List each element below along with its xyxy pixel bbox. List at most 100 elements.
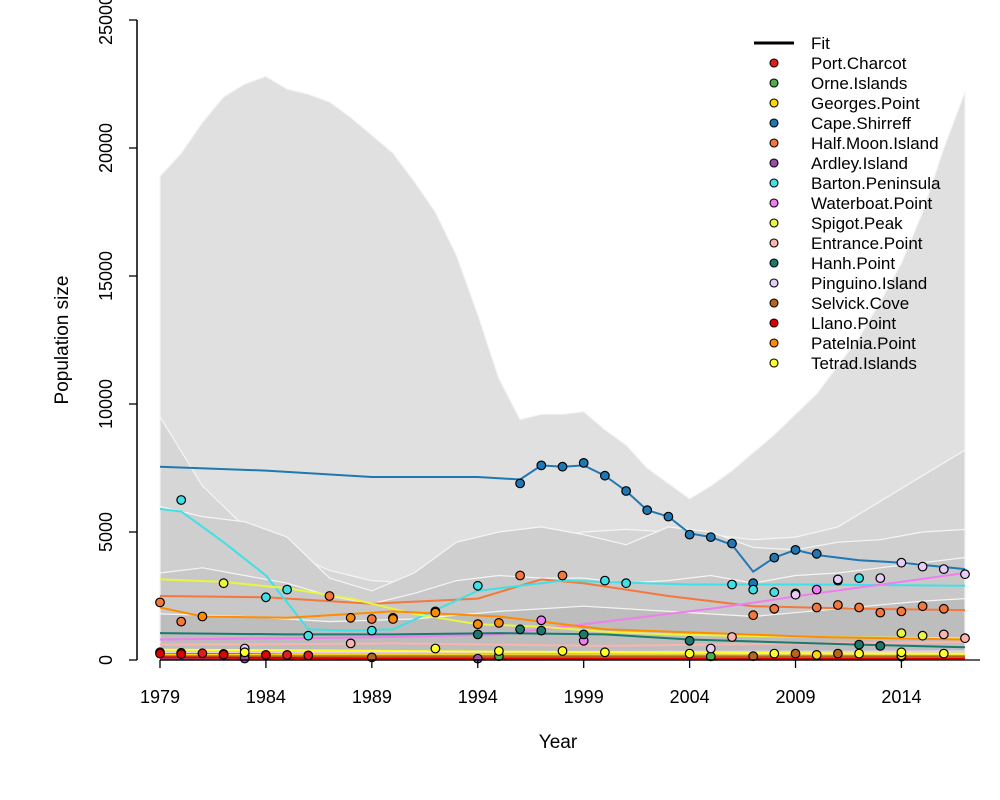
x-tick-label: 2004 bbox=[670, 687, 710, 707]
point-barton-peninsula bbox=[748, 584, 759, 595]
point-llano-point bbox=[261, 650, 271, 660]
confidence-band-1 bbox=[159, 75, 966, 660]
point-cape-shirreff bbox=[515, 478, 525, 489]
point-hanh-point bbox=[578, 629, 589, 640]
point-pinguino-island bbox=[960, 569, 970, 580]
point-barton-peninsula bbox=[282, 584, 293, 595]
point-hanh-point bbox=[854, 639, 864, 650]
legend-swatch bbox=[769, 58, 779, 68]
point-spigot-peak bbox=[896, 628, 907, 638]
x-tick-label: 1984 bbox=[246, 687, 286, 707]
point-llano-point bbox=[176, 649, 187, 659]
axes: 1979 1984 1989 1994 1999 2004 2009 2014 0 5000 100… bbox=[96, 0, 980, 707]
point-tetrad-islands bbox=[938, 648, 949, 659]
point-half-moon-island bbox=[854, 602, 864, 613]
point-half-moon-island bbox=[938, 603, 949, 614]
legend-swatch bbox=[769, 278, 779, 288]
point-half-moon-island bbox=[811, 602, 822, 613]
point-tetrad-islands bbox=[239, 647, 250, 658]
legend-swatch bbox=[769, 218, 779, 228]
point-cape-shirreff bbox=[684, 529, 695, 540]
point-tetrad-islands bbox=[557, 646, 568, 656]
legend-label: Patelnia.Point bbox=[811, 334, 916, 353]
legend-label: Orne.Islands bbox=[811, 74, 907, 93]
fit-line-cape-shirreff bbox=[159, 464, 966, 574]
legend-swatch bbox=[769, 178, 779, 188]
point-patelnia-point bbox=[472, 619, 483, 630]
point-barton-peninsula bbox=[600, 575, 610, 586]
legend-swatch bbox=[769, 258, 779, 268]
point-port-charcot bbox=[303, 650, 314, 661]
point-cape-shirreff bbox=[727, 538, 737, 549]
legend: FitPort.CharcotOrne.IslandsGeorges.Point… bbox=[754, 34, 941, 373]
point-pinguino-island bbox=[938, 564, 949, 574]
point-cape-shirreff bbox=[663, 511, 674, 522]
legend-label: Ardley.Island bbox=[811, 154, 908, 173]
x-axis-title: Year bbox=[539, 732, 578, 753]
legend-swatch bbox=[769, 158, 779, 168]
legend-swatch bbox=[769, 298, 779, 308]
point-selvick-cove bbox=[790, 648, 801, 659]
legend-swatch bbox=[769, 98, 779, 108]
point-waterboat-point bbox=[811, 584, 822, 595]
point-half-moon-island bbox=[557, 570, 568, 581]
point-barton-peninsula bbox=[472, 580, 483, 591]
point-tetrad-islands bbox=[896, 647, 907, 658]
point-barton-peninsula bbox=[854, 573, 864, 583]
point-half-moon-island bbox=[896, 606, 907, 617]
legend-swatch bbox=[769, 238, 779, 248]
legend-swatch bbox=[769, 118, 779, 128]
point-half-moon-island bbox=[833, 600, 843, 610]
point-selvick-cove bbox=[748, 651, 759, 662]
point-hanh-point bbox=[515, 624, 525, 635]
legend-swatch bbox=[769, 138, 779, 148]
point-llano-point bbox=[218, 649, 229, 660]
x-tick-label: 2014 bbox=[881, 687, 921, 707]
point-hanh-point bbox=[684, 635, 695, 646]
point-barton-peninsula bbox=[261, 592, 271, 603]
legend-label: Hanh.Point bbox=[811, 254, 895, 273]
point-llano-point bbox=[155, 648, 165, 659]
point-hanh-point bbox=[536, 625, 547, 636]
x-tick-label: 2009 bbox=[776, 687, 816, 707]
point-georges-point bbox=[811, 650, 822, 660]
x-tick-label: 1989 bbox=[352, 687, 392, 707]
legend-fit-label: Fit bbox=[811, 34, 830, 53]
legend-label: Pinguino.Island bbox=[811, 274, 927, 293]
point-patelnia-point bbox=[388, 614, 398, 624]
y-tick-label: 15000 bbox=[96, 251, 116, 301]
legend-label: Selvick.Cove bbox=[811, 294, 909, 313]
point-tetrad-islands bbox=[684, 648, 695, 659]
legend-label: Waterboat.Point bbox=[811, 194, 933, 213]
legend-label: Georges.Point bbox=[811, 94, 920, 113]
point-cape-shirreff bbox=[769, 552, 780, 563]
point-barton-peninsula bbox=[727, 579, 737, 590]
legend-swatch bbox=[769, 198, 779, 208]
legend-label: Barton.Peninsula bbox=[811, 174, 941, 193]
legend-label: Half.Moon.Island bbox=[811, 134, 939, 153]
y-tick-label: 10000 bbox=[96, 379, 116, 429]
x-tick-label: 1994 bbox=[458, 687, 498, 707]
point-half-moon-island bbox=[875, 607, 886, 618]
fit-line-spigot-peak bbox=[159, 578, 966, 640]
point-pinguino-island bbox=[917, 561, 928, 572]
point-tetrad-islands bbox=[600, 647, 610, 658]
point-patelnia-point bbox=[197, 611, 208, 622]
point-entrance-point bbox=[727, 632, 737, 642]
point-tetrad-islands bbox=[430, 643, 441, 654]
point-patelnia-point bbox=[494, 618, 504, 628]
point-cape-shirreff bbox=[621, 486, 631, 496]
point-cape-shirreff bbox=[600, 470, 610, 481]
point-pinguino-island bbox=[790, 589, 801, 600]
point-spigot-peak bbox=[218, 578, 229, 589]
point-half-moon-island bbox=[324, 591, 335, 601]
point-patelnia-point bbox=[430, 607, 441, 618]
point-cape-shirreff bbox=[578, 458, 589, 468]
point-entrance-point bbox=[938, 629, 949, 640]
point-half-moon-island bbox=[515, 570, 525, 581]
x-tick-label: 1999 bbox=[564, 687, 604, 707]
y-tick-label: 0 bbox=[96, 655, 116, 665]
point-barton-peninsula bbox=[176, 495, 187, 505]
y-tick-label: 5000 bbox=[96, 512, 116, 552]
